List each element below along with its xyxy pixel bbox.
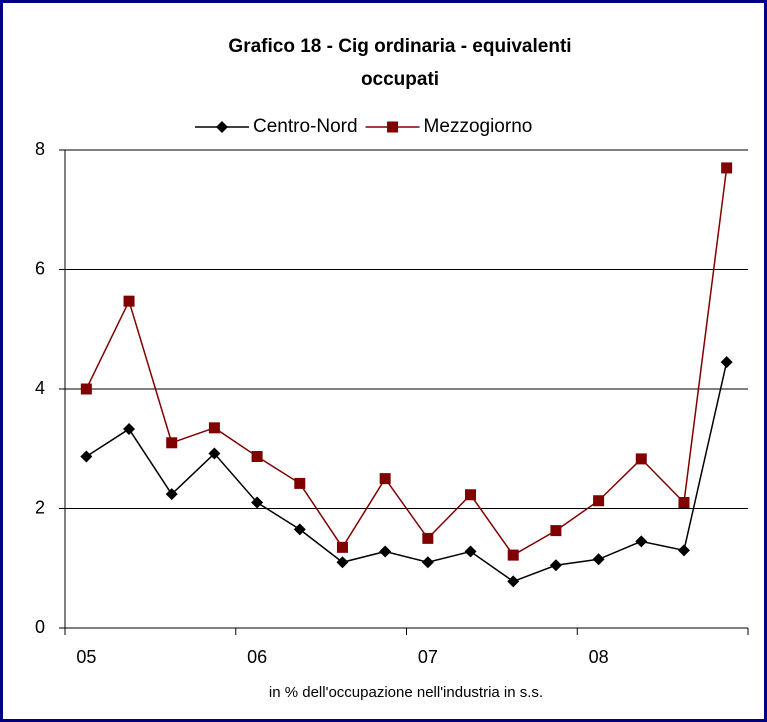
x-tick-label: 06 (247, 647, 267, 667)
marker (422, 532, 434, 544)
y-tick-label: 8 (35, 139, 45, 159)
marker (507, 575, 520, 588)
marker (721, 162, 733, 174)
chart-title: occupati (361, 69, 439, 90)
x-tick-label: 07 (418, 647, 438, 667)
legend-label: Mezzogiorno (424, 116, 533, 137)
marker (293, 523, 306, 536)
marker (80, 383, 92, 395)
x-tick-label: 05 (76, 647, 96, 667)
chart-title: Grafico 18 - Cig ordinaria - equivalenti (228, 36, 571, 57)
marker (165, 488, 178, 501)
marker (678, 497, 690, 509)
marker (635, 535, 648, 548)
marker (379, 545, 392, 558)
marker (593, 495, 605, 507)
marker (123, 295, 135, 307)
marker (677, 544, 690, 557)
marker (166, 437, 178, 449)
marker (465, 489, 477, 501)
legend-marker (387, 121, 399, 133)
marker (208, 447, 221, 460)
marker (464, 545, 477, 558)
marker (592, 553, 605, 566)
marker (379, 473, 391, 485)
marker (549, 559, 562, 572)
marker (336, 556, 349, 569)
marker (251, 451, 263, 463)
marker (80, 450, 93, 463)
x-axis-label: in % dell'occupazione nell'industria in … (269, 684, 543, 701)
marker (421, 556, 434, 569)
y-tick-label: 4 (35, 378, 45, 398)
legend-label: Centro-Nord (253, 116, 358, 137)
y-tick-label: 2 (35, 497, 45, 517)
series-line (85, 361, 728, 583)
y-tick-label: 0 (35, 617, 45, 637)
marker (251, 496, 264, 509)
marker (208, 422, 220, 434)
marker (507, 549, 519, 561)
marker (336, 541, 348, 553)
marker (635, 453, 647, 465)
marker (720, 356, 733, 369)
legend-marker (216, 121, 228, 133)
marker (294, 477, 306, 489)
x-tick-label: 08 (589, 647, 609, 667)
y-tick-label: 6 (35, 258, 45, 278)
series-line (85, 167, 728, 557)
marker (550, 525, 562, 537)
marker (123, 423, 136, 436)
